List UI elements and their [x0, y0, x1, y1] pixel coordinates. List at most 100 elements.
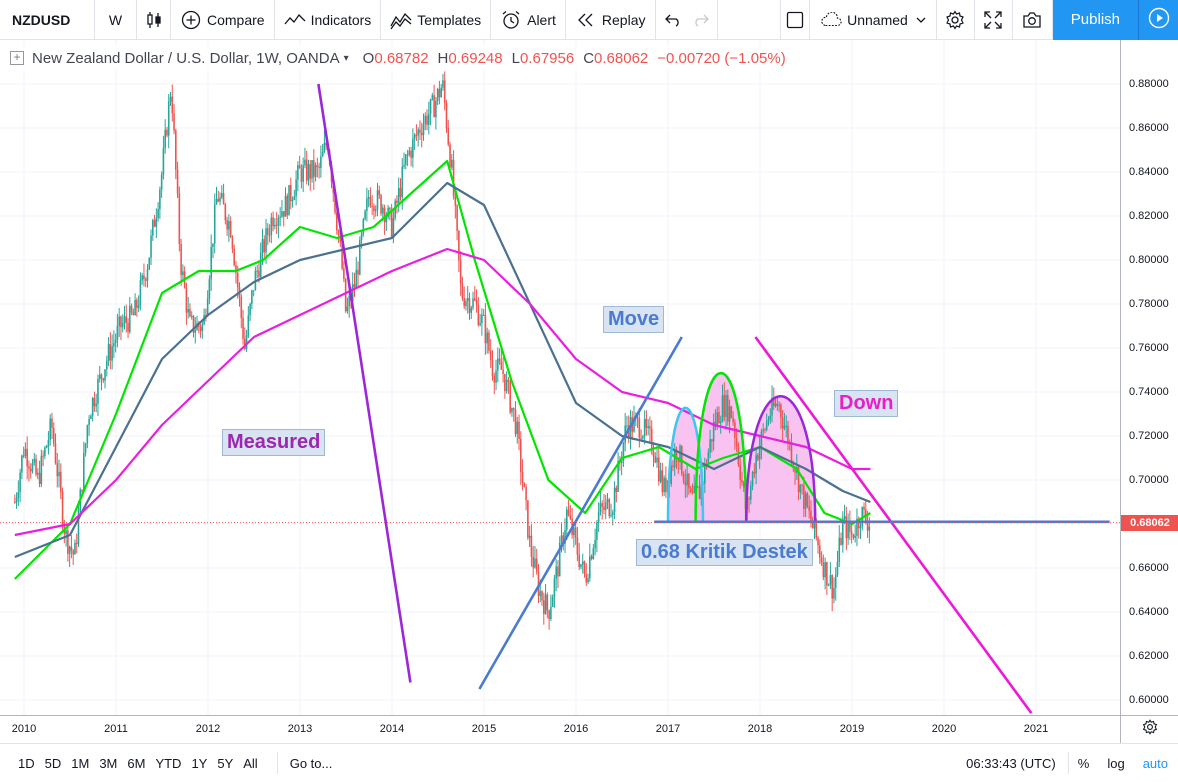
range-5d[interactable]: 5D [44, 755, 62, 771]
candle-up [376, 190, 379, 210]
utc-clock[interactable]: 06:33:43 (UTC) [954, 752, 1069, 774]
candle-down [54, 443, 57, 463]
price-plot[interactable] [0, 40, 1120, 715]
range-1m[interactable]: 1M [71, 755, 90, 771]
candle-down [51, 418, 53, 428]
gear-icon [945, 9, 965, 30]
candle-up [751, 471, 754, 486]
annotation-support[interactable]: 0.68 Kritik Destek [636, 539, 813, 566]
open-key: O [362, 49, 375, 67]
candle-down [857, 518, 860, 529]
candle-up [359, 239, 361, 275]
layout-name-button[interactable]: Unnamed [809, 0, 937, 40]
go-to-button[interactable]: Go to... [276, 752, 332, 774]
axis-settings-button[interactable] [1120, 715, 1178, 743]
candle-up [709, 439, 711, 453]
fullscreen-chart-button[interactable] [781, 0, 809, 40]
range-all[interactable]: All [243, 755, 258, 771]
range-3m[interactable]: 3M [99, 755, 118, 771]
candle-down [406, 154, 409, 156]
candle-up [190, 315, 193, 317]
candle-up [656, 457, 658, 463]
redo-icon[interactable] [693, 13, 709, 27]
annotation-measured[interactable]: Measured [222, 429, 326, 456]
candle-down [180, 244, 182, 276]
time-axis[interactable]: 2010 2011 2012 2013 2014 2015 2016 2017 2018 2019… [0, 715, 1120, 743]
snapshot-button[interactable] [1013, 0, 1053, 40]
candle-down [344, 278, 347, 312]
candles-style-button[interactable] [137, 0, 171, 40]
candle-down [171, 96, 174, 114]
candle-up [767, 419, 770, 422]
candle-down [792, 462, 795, 468]
replay-button[interactable]: Replay [566, 0, 656, 40]
compare-button[interactable]: Compare [171, 0, 275, 40]
candle-down [527, 500, 529, 538]
alert-button[interactable]: Alert [491, 0, 566, 40]
candle-up [617, 460, 619, 492]
candle-up [836, 561, 839, 575]
candle-down [484, 315, 487, 344]
candle-up [612, 512, 614, 516]
legend-title[interactable]: New Zealand Dollar / U.S. Dollar, 1W, OA… [32, 49, 340, 67]
candle-down [70, 546, 73, 551]
range-1y[interactable]: 1Y [191, 755, 208, 771]
annotation-down[interactable]: Down [834, 390, 899, 417]
indicators-button[interactable]: Indicators [275, 0, 382, 40]
annotation-move[interactable]: Move [603, 306, 665, 333]
candle-down [389, 207, 391, 210]
chart-pane[interactable] [0, 40, 1120, 715]
close-key: C [583, 49, 595, 67]
candle-down [26, 448, 28, 467]
candle-down [491, 360, 494, 377]
candle-up [642, 436, 644, 439]
templates-button[interactable]: Templates [381, 0, 492, 40]
settings-button[interactable] [937, 0, 975, 40]
alert-label: Alert [527, 11, 556, 28]
candle-down [14, 502, 16, 503]
candle-down [509, 381, 511, 413]
candle-down [263, 239, 266, 253]
candle-up [511, 407, 513, 413]
candle-down [815, 519, 818, 538]
range-ytd[interactable]: YTD [155, 755, 182, 771]
chevron-down-icon[interactable]: ▾ [343, 52, 349, 64]
price-tick-label: 0.62000 [1129, 650, 1169, 662]
undo-icon[interactable] [664, 13, 681, 27]
candle-down [711, 439, 713, 442]
top-toolbar: NZDUSD W Compare Indicators [0, 0, 1178, 40]
candle-up [431, 95, 434, 100]
expand-icon [984, 10, 1002, 29]
candle-down [341, 241, 343, 269]
symbol-search-button[interactable]: NZDUSD [0, 0, 95, 40]
publish-button[interactable]: Publish [1052, 0, 1138, 40]
candle-down [583, 561, 586, 575]
candle-up [560, 535, 563, 543]
high-value: 0.69248 [448, 49, 503, 67]
expand-legend-icon[interactable]: + [10, 51, 24, 65]
candle-down [569, 515, 572, 519]
candle-down [100, 374, 103, 379]
interval-button[interactable]: W [95, 0, 137, 40]
candle-down [410, 150, 412, 158]
low-value: 0.67956 [519, 49, 575, 67]
range-5y[interactable]: 5Y [217, 755, 234, 771]
price-axis[interactable]: 0.68062 0.88000 0.86000 0.84000 0.82000 0.80… [1120, 40, 1178, 715]
range-1d[interactable]: 1D [18, 755, 35, 771]
price-tick-label: 0.78000 [1129, 298, 1169, 310]
percent-toggle[interactable]: % [1077, 755, 1090, 771]
candle-up [256, 270, 258, 272]
fullscreen-button[interactable] [975, 0, 1013, 40]
candle-down [689, 488, 692, 493]
auto-toggle[interactable]: auto [1142, 755, 1168, 771]
price-tick-label: 0.60000 [1129, 694, 1169, 706]
candle-up [265, 228, 267, 253]
candle-up [613, 487, 616, 513]
play-button[interactable] [1138, 0, 1178, 40]
candle-up [774, 403, 777, 407]
log-toggle[interactable]: log [1107, 755, 1125, 771]
range-6m[interactable]: 6M [127, 755, 146, 771]
candle-down [309, 164, 312, 179]
candle-up [620, 460, 623, 464]
